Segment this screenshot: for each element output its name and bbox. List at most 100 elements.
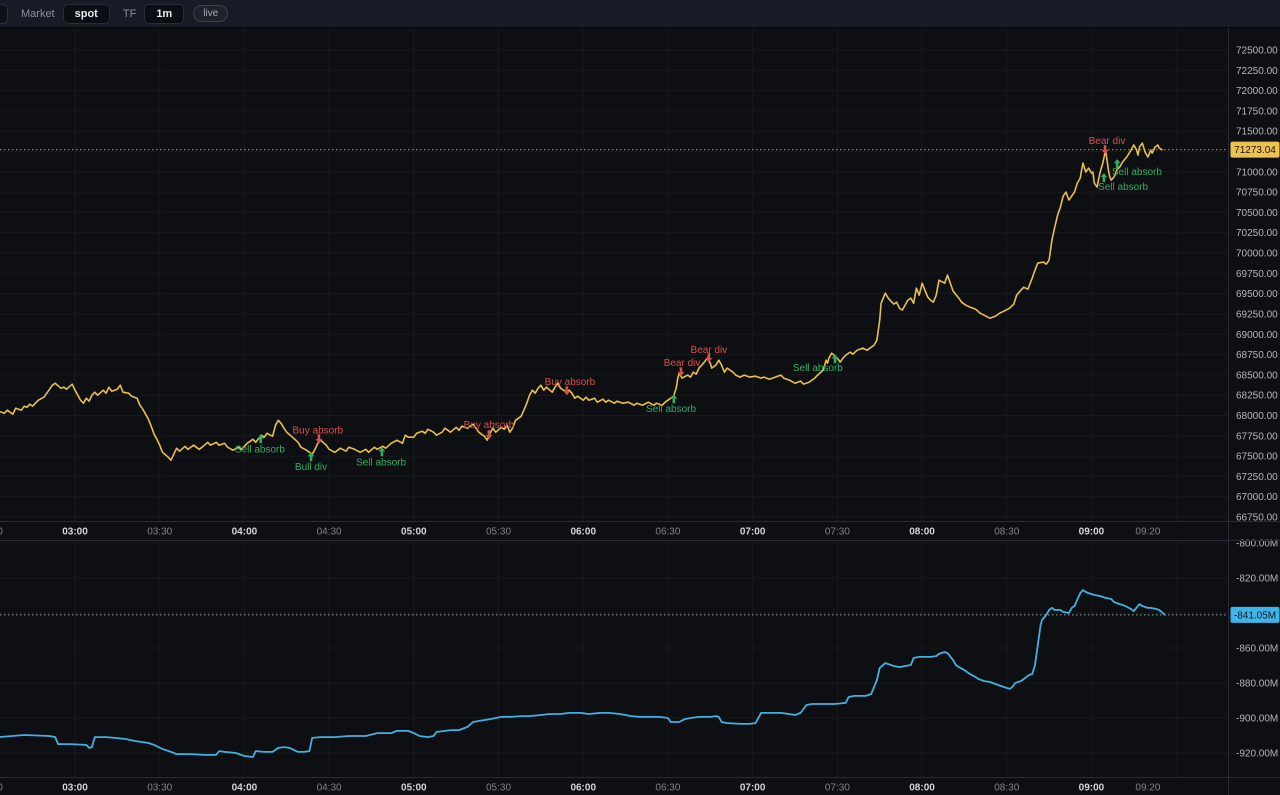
time-axis-label: 06:30 <box>655 783 680 794</box>
annotation-sell-absorb-arrow-icon <box>831 354 839 364</box>
cvd-time-axis[interactable]: 02:30 03:00 03:30 04:00 04:30 05:00 05:30 06:00… <box>0 783 1161 794</box>
time-axis-label: 07:00 <box>740 527 766 538</box>
annotation-sell-absorb-label: Sell absorb <box>1098 182 1148 193</box>
cvd-last-value-badge <box>1230 606 1280 623</box>
price-value-axis[interactable]: 66750.00 67000.00 67250.00 67500.00 67750.00… <box>1236 46 1278 524</box>
time-axis-label: 05:00 <box>401 527 427 538</box>
annotation-buy-absorb-arrow-icon <box>315 434 323 444</box>
annotation-sell-absorb-arrow-icon <box>257 434 265 444</box>
value-axis-label: 72000.00 <box>1236 86 1278 97</box>
annotation-bear-div-label: Bear div <box>664 358 701 369</box>
cvd-value-axis[interactable]: -920.00M-900.00M-880.00M-860.00M-840.00M… <box>1236 539 1278 760</box>
annotation-bear-div-arrow-icon <box>705 353 713 363</box>
live-button[interactable]: live <box>193 5 229 22</box>
time-axis-label: 05:00 <box>401 783 427 794</box>
value-axis-label: 72250.00 <box>1236 66 1278 77</box>
value-axis-label: 68750.00 <box>1236 350 1278 361</box>
annotation-sell-absorb-label: Sell absorb <box>1112 167 1162 178</box>
cvd-last-value-badge-text: -841.05M <box>1234 610 1276 621</box>
annotation-bear-div-arrow-icon <box>1101 145 1109 155</box>
annotation-buy-absorb-label: Buy absorb <box>545 377 596 388</box>
time-axis-label: 05:30 <box>486 527 511 538</box>
annotation-sell-absorb-label: Sell absorb <box>356 457 406 468</box>
value-axis-label: 67750.00 <box>1236 431 1278 442</box>
time-axis-label: 02:30 <box>0 527 3 538</box>
time-axis-label: 06:30 <box>655 527 680 538</box>
value-axis-label: -920.00M <box>1236 749 1278 760</box>
value-axis-label: 68500.00 <box>1236 370 1278 381</box>
value-axis-label: -800.00M <box>1236 539 1278 550</box>
value-axis-label: 69000.00 <box>1236 330 1278 341</box>
time-axis-label: 09:20 <box>1135 783 1160 794</box>
time-axis-label: 09:00 <box>1079 783 1105 794</box>
time-axis-label: 04:30 <box>317 527 342 538</box>
cvd-pane[interactable]: -920.00M-900.00M-880.00M-860.00M-840.00M… <box>0 539 1280 795</box>
market-label: Market <box>21 7 55 20</box>
time-axis-label: 09:00 <box>1079 527 1105 538</box>
price-last-value-badge-text: 71273.04 <box>1234 145 1276 156</box>
time-axis-label: 09:20 <box>1135 527 1160 538</box>
market-value-button[interactable]: spot <box>62 3 110 24</box>
annotation-buy-absorb-label: Buy absorb <box>464 420 515 431</box>
annotation-sell-absorb-label: Sell absorb <box>646 404 696 415</box>
time-axis-label: 08:30 <box>994 783 1019 794</box>
time-axis-label: 08:30 <box>994 527 1019 538</box>
grid-lines <box>0 540 1228 777</box>
value-axis-label: 71000.00 <box>1236 167 1278 178</box>
value-axis-label: -860.00M <box>1236 644 1278 655</box>
annotation-bear-div-label: Bear div <box>691 345 728 356</box>
annotation-buy-absorb-label: Buy absorb <box>293 425 344 436</box>
time-axis-label: 08:00 <box>909 527 935 538</box>
value-axis-label: 69500.00 <box>1236 289 1278 300</box>
time-axis-label: 08:00 <box>909 783 935 794</box>
annotation-sell-absorb-label: Sell absorb <box>235 444 285 455</box>
value-axis-label: 69750.00 <box>1236 269 1278 280</box>
time-axis-label: 04:00 <box>232 527 258 538</box>
value-axis-label: 68000.00 <box>1236 411 1278 422</box>
annotation-buy-absorb-arrow-icon <box>563 386 571 396</box>
annotation-bull-div-label: Bull div <box>295 462 327 473</box>
annotation-sell-absorb-label: Sell absorb <box>793 363 843 374</box>
value-axis-label: 67000.00 <box>1236 492 1278 503</box>
annotation-bull-div-arrow-icon <box>307 452 315 462</box>
time-axis-label: 03:30 <box>147 527 172 538</box>
value-axis-label: -900.00M <box>1236 714 1278 725</box>
time-axis-label: 03:30 <box>147 783 172 794</box>
toolbar-edge-button[interactable] <box>0 3 8 24</box>
time-axis-label: 06:00 <box>570 783 596 794</box>
value-axis-label: 71500.00 <box>1236 127 1278 138</box>
time-axis-label: 07:00 <box>740 783 766 794</box>
value-axis-label: 66750.00 <box>1236 513 1278 524</box>
price-pane[interactable]: Sell absorb Buy absorb Bull div Sell absorb… <box>0 28 1280 540</box>
value-axis-label: -820.00M <box>1236 574 1278 585</box>
annotation-bear-div-label: Bear div <box>1089 136 1126 147</box>
time-axis-label: 07:30 <box>825 527 850 538</box>
annotation-sell-absorb-arrow-icon <box>1113 159 1121 169</box>
time-axis-label: 06:00 <box>570 527 596 538</box>
time-axis-label: 04:00 <box>232 783 258 794</box>
price-line-series <box>0 142 1163 462</box>
time-axis-label: 04:30 <box>317 783 342 794</box>
cvd-line-series <box>0 589 1166 758</box>
value-axis-label: 67250.00 <box>1236 472 1278 483</box>
annotation-buy-absorb-arrow-icon <box>485 430 493 440</box>
annotation-sell-absorb-arrow-icon <box>670 394 678 404</box>
time-axis-label: 05:30 <box>486 783 511 794</box>
value-axis-label: 68250.00 <box>1236 391 1278 402</box>
price-time-axis[interactable]: 02:30 03:00 03:30 04:00 04:30 05:00 05:30 06:00… <box>0 527 1161 538</box>
value-axis-label: 70250.00 <box>1236 228 1278 239</box>
value-axis-label: 70750.00 <box>1236 188 1278 199</box>
value-axis-label: 67500.00 <box>1236 452 1278 463</box>
time-axis-label: 03:00 <box>62 527 88 538</box>
toolbar: Market spot TF 1m live <box>0 0 1280 28</box>
time-axis-label: 02:30 <box>0 783 3 794</box>
annotation-sell-absorb-arrow-icon <box>1100 173 1108 183</box>
annotation-bear-div-arrow-icon <box>677 367 685 377</box>
tf-value-button[interactable]: 1m <box>144 3 185 24</box>
grid-lines <box>0 28 1228 521</box>
value-axis-label: 71750.00 <box>1236 106 1278 117</box>
time-axis-label: 03:00 <box>62 783 88 794</box>
value-axis-label: 70500.00 <box>1236 208 1278 219</box>
value-axis-label: 69250.00 <box>1236 309 1278 320</box>
